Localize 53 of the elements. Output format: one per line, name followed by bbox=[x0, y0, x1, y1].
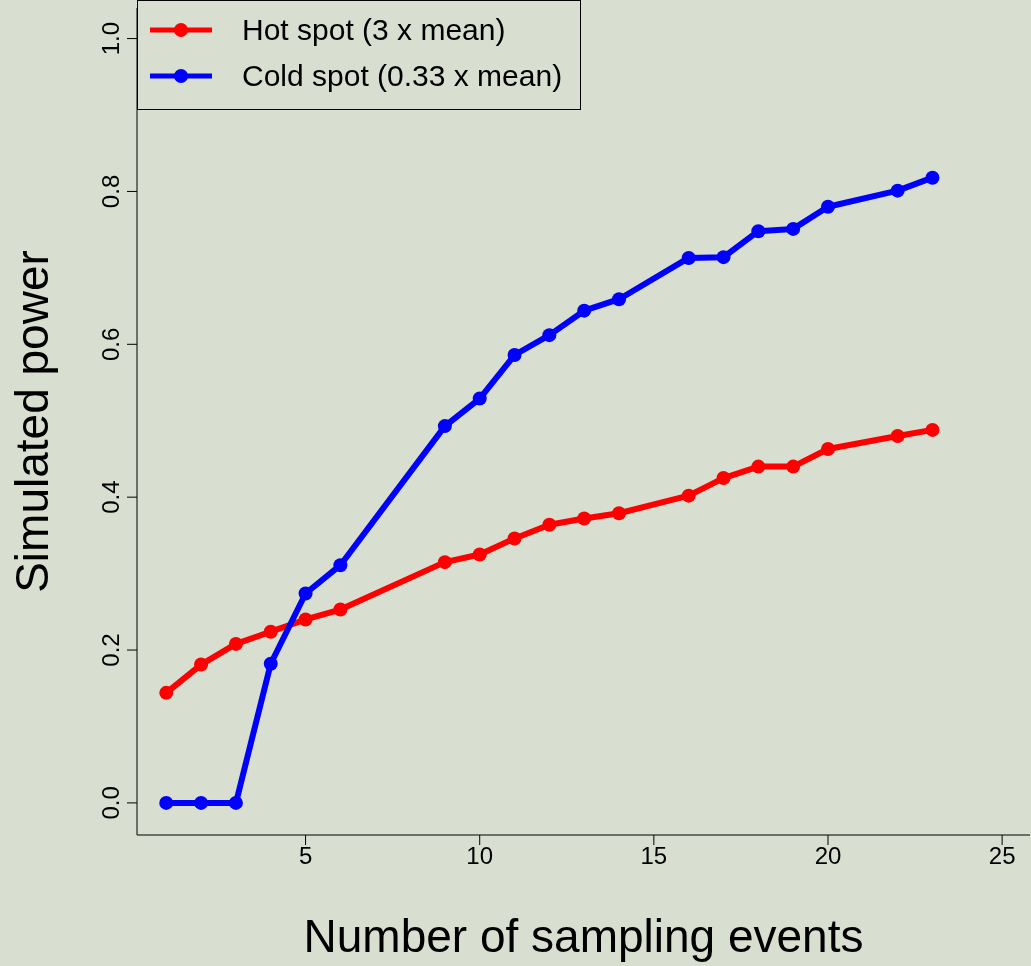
x-tick-label: 10 bbox=[466, 842, 494, 870]
point bbox=[159, 795, 174, 810]
x-tick-label: 15 bbox=[640, 842, 668, 870]
point bbox=[716, 471, 731, 486]
point bbox=[542, 328, 557, 343]
x-axis-title: Number of sampling events bbox=[303, 910, 864, 962]
point bbox=[751, 224, 766, 239]
point bbox=[194, 657, 209, 672]
point bbox=[751, 459, 766, 474]
point bbox=[890, 429, 905, 444]
point bbox=[612, 292, 627, 307]
point bbox=[228, 636, 243, 651]
point bbox=[821, 199, 835, 214]
point bbox=[925, 422, 940, 437]
point bbox=[681, 250, 696, 265]
x-tick-label: 20 bbox=[814, 842, 842, 870]
point bbox=[786, 459, 801, 474]
point bbox=[716, 250, 731, 265]
y-tick-label: 0.2 bbox=[97, 633, 124, 667]
point bbox=[542, 517, 557, 532]
y-tick-label: 0.8 bbox=[97, 174, 124, 209]
y-tick-label: 1.0 bbox=[97, 21, 124, 56]
point bbox=[333, 602, 348, 617]
y-axis-title: Simulated power bbox=[6, 250, 59, 593]
point bbox=[159, 685, 174, 700]
point bbox=[263, 656, 278, 671]
point bbox=[577, 511, 592, 526]
point bbox=[507, 531, 522, 546]
point bbox=[681, 488, 696, 503]
point bbox=[472, 391, 487, 406]
y-tick-label: 0.4 bbox=[97, 480, 124, 514]
point bbox=[437, 555, 452, 570]
y-tick-label: 0.0 bbox=[97, 786, 124, 820]
point bbox=[472, 547, 487, 562]
point bbox=[577, 303, 592, 318]
x-tick-label: 5 bbox=[298, 842, 313, 870]
point bbox=[228, 795, 243, 810]
point bbox=[612, 506, 627, 521]
x-tick-label: 25 bbox=[988, 842, 1016, 870]
point bbox=[507, 348, 522, 362]
legend-label: Cold spot (0.33 x mean) bbox=[242, 59, 563, 93]
point bbox=[786, 221, 801, 236]
y-tick-label: 0.6 bbox=[97, 327, 124, 361]
point bbox=[890, 183, 905, 198]
legend-label: Hot spot (3 x mean) bbox=[242, 13, 506, 47]
point bbox=[925, 170, 940, 185]
point bbox=[437, 419, 452, 434]
point bbox=[298, 586, 313, 601]
point bbox=[263, 624, 278, 639]
point bbox=[821, 442, 835, 457]
point bbox=[194, 795, 209, 810]
point bbox=[298, 612, 313, 627]
point bbox=[333, 558, 348, 573]
